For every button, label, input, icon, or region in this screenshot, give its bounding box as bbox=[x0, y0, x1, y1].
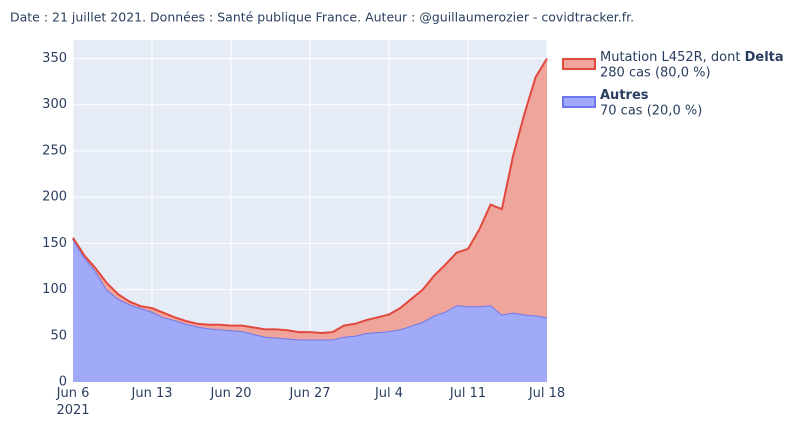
y-tick-label: 200 bbox=[42, 190, 67, 205]
legend-detail: 70 cas (20,0 %) bbox=[600, 104, 702, 119]
x-tick-label: Jun 27 bbox=[289, 386, 331, 401]
y-tick-label: 350 bbox=[42, 51, 67, 66]
x-tick-label: Jun 6 2021 bbox=[56, 386, 90, 418]
y-tick-label: 0 bbox=[59, 375, 67, 390]
x-tick-label: Jul 11 bbox=[449, 386, 486, 401]
area bbox=[73, 238, 547, 382]
y-tick-label: 100 bbox=[42, 282, 67, 297]
line bbox=[72, 57, 548, 335]
x-tick-label: Jul 4 bbox=[374, 386, 403, 401]
x-tick-label: Jun 20 bbox=[210, 386, 252, 401]
y-tick-label: 300 bbox=[42, 97, 67, 112]
x-tick-label: Jul 18 bbox=[528, 386, 565, 401]
chart-title: Date : 21 juillet 2021. Données : Santé … bbox=[10, 10, 634, 25]
legend-label: Autres bbox=[600, 88, 649, 103]
y-tick-label: 250 bbox=[42, 143, 67, 158]
y-tick-label: 50 bbox=[50, 328, 67, 343]
x-tick-label: Jun 13 bbox=[131, 386, 173, 401]
area bbox=[73, 58, 547, 340]
legend-swatch bbox=[562, 58, 596, 70]
legend-swatch bbox=[562, 96, 596, 108]
legend-label: Mutation L452R, dont Delta bbox=[600, 50, 784, 65]
legend-detail: 280 cas (80,0 %) bbox=[600, 66, 711, 81]
y-tick-label: 150 bbox=[42, 236, 67, 251]
